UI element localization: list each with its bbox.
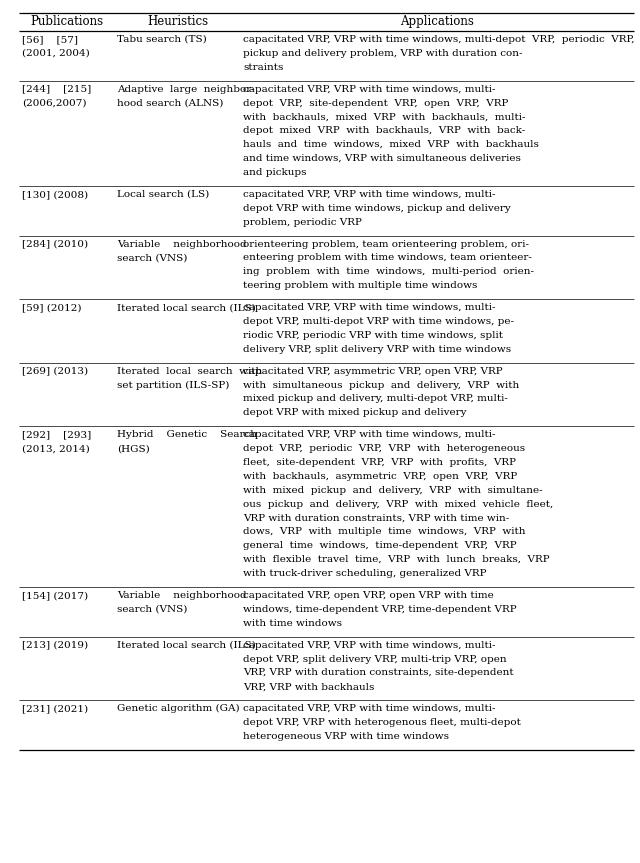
Text: with  mixed  pickup  and  delivery,  VRP  with  simultane-: with mixed pickup and delivery, VRP with… — [243, 486, 543, 494]
Text: search (VNS): search (VNS) — [117, 605, 188, 614]
Text: heterogeneous VRP with time windows: heterogeneous VRP with time windows — [243, 732, 449, 741]
Text: [154] (2017): [154] (2017) — [22, 591, 88, 600]
Text: Local search (LS): Local search (LS) — [117, 190, 210, 198]
Text: depot VRP with time windows, pickup and delivery: depot VRP with time windows, pickup and … — [243, 204, 511, 212]
Text: [231] (2021): [231] (2021) — [22, 704, 88, 713]
Text: and pickups: and pickups — [243, 168, 307, 177]
Text: hood search (ALNS): hood search (ALNS) — [117, 98, 224, 108]
Text: with  flexible  travel  time,  VRP  with  lunch  breaks,  VRP: with flexible travel time, VRP with lunc… — [243, 555, 550, 564]
Text: [244]    [215]: [244] [215] — [22, 85, 92, 93]
Text: and time windows, VRP with simultaneous deliveries: and time windows, VRP with simultaneous … — [243, 154, 521, 163]
Text: Iterated local search (ILS): Iterated local search (ILS) — [117, 640, 256, 650]
Text: [59] (2012): [59] (2012) — [22, 303, 82, 312]
Text: [292]    [293]: [292] [293] — [22, 430, 92, 439]
Text: straints: straints — [243, 63, 284, 72]
Text: VRP, VRP with duration constraints, site-dependent: VRP, VRP with duration constraints, site… — [243, 668, 514, 677]
Text: teering problem with multiple time windows: teering problem with multiple time windo… — [243, 281, 477, 290]
Text: Publications: Publications — [30, 16, 104, 28]
Text: Applications: Applications — [400, 16, 474, 28]
Text: VRP with duration constraints, VRP with time win-: VRP with duration constraints, VRP with … — [243, 513, 509, 522]
Text: depot VRP, multi-depot VRP with time windows, pe-: depot VRP, multi-depot VRP with time win… — [243, 317, 515, 326]
Text: [56]    [57]: [56] [57] — [22, 35, 78, 44]
Text: ing  problem  with  time  windows,  multi-period  orien-: ing problem with time windows, multi-per… — [243, 268, 534, 276]
Text: (HGS): (HGS) — [117, 444, 150, 453]
Text: Iterated local search (ILS): Iterated local search (ILS) — [117, 303, 256, 312]
Text: orienteering problem, team orienteering problem, ori-: orienteering problem, team orienteering … — [243, 240, 529, 249]
Text: hauls  and  time  windows,  mixed  VRP  with  backhauls: hauls and time windows, mixed VRP with b… — [243, 140, 540, 149]
Text: windows, time-dependent VRP, time-dependent VRP: windows, time-dependent VRP, time-depend… — [243, 605, 517, 614]
Text: [284] (2010): [284] (2010) — [22, 240, 88, 249]
Text: Genetic algorithm (GA): Genetic algorithm (GA) — [117, 704, 240, 714]
Text: capacitated VRP, asymmetric VRP, open VRP, VRP: capacitated VRP, asymmetric VRP, open VR… — [243, 367, 503, 375]
Text: general  time  windows,  time-dependent  VRP,  VRP: general time windows, time-dependent VRP… — [243, 541, 517, 551]
Text: VRP, VRP with backhauls: VRP, VRP with backhauls — [243, 683, 375, 691]
Text: with time windows: with time windows — [243, 619, 342, 627]
Text: ous  pickup  and  delivery,  VRP  with  mixed  vehicle  fleet,: ous pickup and delivery, VRP with mixed … — [243, 500, 554, 508]
Text: depot VRP, VRP with heterogenous fleet, multi-depot: depot VRP, VRP with heterogenous fleet, … — [243, 718, 521, 727]
Text: (2013, 2014): (2013, 2014) — [22, 444, 90, 453]
Text: capacitated VRP, VRP with time windows, multi-: capacitated VRP, VRP with time windows, … — [243, 640, 496, 650]
Text: Variable    neighborhood: Variable neighborhood — [117, 591, 247, 600]
Text: capacitated VRP, VRP with time windows, multi-: capacitated VRP, VRP with time windows, … — [243, 85, 496, 93]
Text: capacitated VRP, VRP with time windows, multi-: capacitated VRP, VRP with time windows, … — [243, 430, 496, 439]
Text: set partition (ILS-SP): set partition (ILS-SP) — [117, 381, 230, 389]
Text: with  simultaneous  pickup  and  delivery,  VRP  with: with simultaneous pickup and delivery, V… — [243, 381, 520, 389]
Text: capacitated VRP, VRP with time windows, multi-: capacitated VRP, VRP with time windows, … — [243, 190, 496, 198]
Text: Tabu search (TS): Tabu search (TS) — [117, 35, 207, 44]
Text: Variable    neighborhood: Variable neighborhood — [117, 240, 247, 249]
Text: depot  VRP,  periodic  VRP,  VRP  with  heterogeneous: depot VRP, periodic VRP, VRP with hetero… — [243, 444, 525, 453]
Text: depot  mixed  VRP  with  backhauls,  VRP  with  back-: depot mixed VRP with backhauls, VRP with… — [243, 126, 525, 135]
Text: with  backhauls,  mixed  VRP  with  backhauls,  multi-: with backhauls, mixed VRP with backhauls… — [243, 112, 526, 122]
Text: with  backhauls,  asymmetric  VRP,  open  VRP,  VRP: with backhauls, asymmetric VRP, open VRP… — [243, 472, 518, 481]
Text: depot  VRP,  site-dependent  VRP,  open  VRP,  VRP: depot VRP, site-dependent VRP, open VRP,… — [243, 98, 509, 108]
Text: riodic VRP, periodic VRP with time windows, split: riodic VRP, periodic VRP with time windo… — [243, 331, 504, 340]
Text: capacitated VRP, VRP with time windows, multi-: capacitated VRP, VRP with time windows, … — [243, 303, 496, 312]
Text: capacitated VRP, VRP with time windows, multi-: capacitated VRP, VRP with time windows, … — [243, 704, 496, 713]
Text: [130] (2008): [130] (2008) — [22, 190, 88, 198]
Text: with truck-driver scheduling, generalized VRP: with truck-driver scheduling, generalize… — [243, 569, 487, 578]
Text: (2006,2007): (2006,2007) — [22, 98, 86, 108]
Text: [213] (2019): [213] (2019) — [22, 640, 88, 650]
Text: mixed pickup and delivery, multi-depot VRP, multi-: mixed pickup and delivery, multi-depot V… — [243, 394, 508, 403]
Text: search (VNS): search (VNS) — [117, 254, 188, 262]
Text: (2001, 2004): (2001, 2004) — [22, 49, 90, 58]
Text: Hybrid    Genetic    Search: Hybrid Genetic Search — [117, 430, 257, 439]
Text: fleet,  site-dependent  VRP,  VRP  with  profits,  VRP: fleet, site-dependent VRP, VRP with prof… — [243, 458, 516, 467]
Text: [269] (2013): [269] (2013) — [22, 367, 88, 375]
Text: capacitated VRP, open VRP, open VRP with time: capacitated VRP, open VRP, open VRP with… — [243, 591, 494, 600]
Text: enteering problem with time windows, team orienteer-: enteering problem with time windows, tea… — [243, 254, 532, 262]
Text: Adaptive  large  neighbor-: Adaptive large neighbor- — [117, 85, 255, 93]
Text: Heuristics: Heuristics — [147, 16, 208, 28]
Text: problem, periodic VRP: problem, periodic VRP — [243, 217, 362, 227]
Text: capacitated VRP, VRP with time windows, multi-depot  VRP,  periodic  VRP,  site-: capacitated VRP, VRP with time windows, … — [243, 35, 640, 44]
Text: delivery VRP, split delivery VRP with time windows: delivery VRP, split delivery VRP with ti… — [243, 344, 511, 354]
Text: depot VRP with mixed pickup and delivery: depot VRP with mixed pickup and delivery — [243, 408, 467, 418]
Text: pickup and delivery problem, VRP with duration con-: pickup and delivery problem, VRP with du… — [243, 49, 523, 58]
Text: Iterated  local  search  with: Iterated local search with — [117, 367, 262, 375]
Text: depot VRP, split delivery VRP, multi-trip VRP, open: depot VRP, split delivery VRP, multi-tri… — [243, 654, 507, 664]
Text: dows,  VRP  with  multiple  time  windows,  VRP  with: dows, VRP with multiple time windows, VR… — [243, 527, 526, 537]
